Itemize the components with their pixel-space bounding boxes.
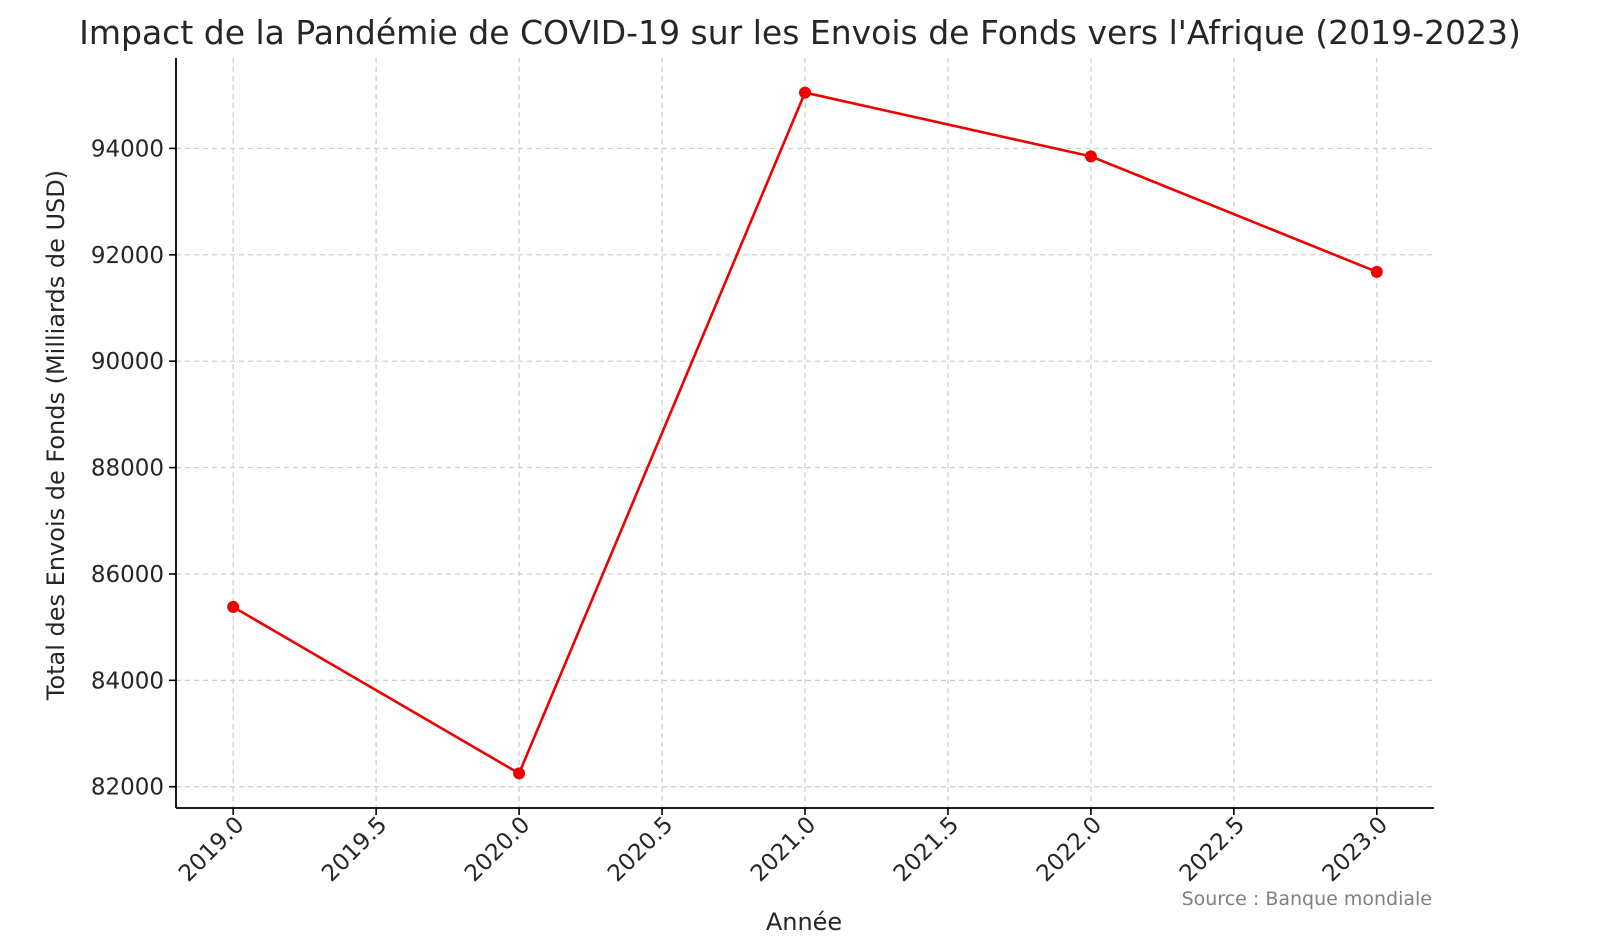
gridlines (176, 58, 1434, 808)
data-point (1084, 150, 1097, 163)
data-point (513, 767, 526, 780)
x-tick-label: 2020.0 (460, 812, 535, 887)
x-tick-label: 2023.0 (1318, 812, 1393, 887)
data-point (1370, 265, 1383, 278)
x-tick-label: 2022.0 (1032, 812, 1107, 887)
y-axis-label: Total des Envois de Fonds (Milliards de … (42, 170, 70, 701)
data-point (799, 86, 811, 99)
data-point (227, 600, 240, 613)
x-tick-label: 2022.5 (1175, 812, 1250, 887)
x-tick-label: 2019.0 (174, 812, 249, 887)
y-tick-label: 94000 (91, 136, 164, 162)
y-tick-label: 86000 (91, 562, 164, 588)
source-note: Source : Banque mondiale (1182, 888, 1432, 910)
series-layer (227, 86, 1383, 780)
tick-labels: 2019.0 2019.5 2020.0 2020.5 2021.0 2021.5 2022… (91, 136, 1393, 887)
x-tick-label: 2019.5 (317, 812, 392, 887)
y-tick-label: 90000 (91, 349, 164, 375)
x-tick-label: 2021.0 (746, 812, 821, 887)
tick-marks (169, 147, 1378, 815)
y-tick-label: 82000 (91, 775, 164, 801)
chart-title: Impact de la Pandémie de COVID-19 sur le… (79, 13, 1521, 52)
x-axis-label: Année (766, 908, 842, 936)
y-tick-label: 92000 (91, 243, 164, 269)
y-tick-label: 84000 (91, 668, 164, 694)
x-tick-label: 2020.5 (603, 812, 678, 887)
x-tick-label: 2021.5 (889, 812, 964, 887)
y-tick-label: 88000 (91, 456, 164, 482)
